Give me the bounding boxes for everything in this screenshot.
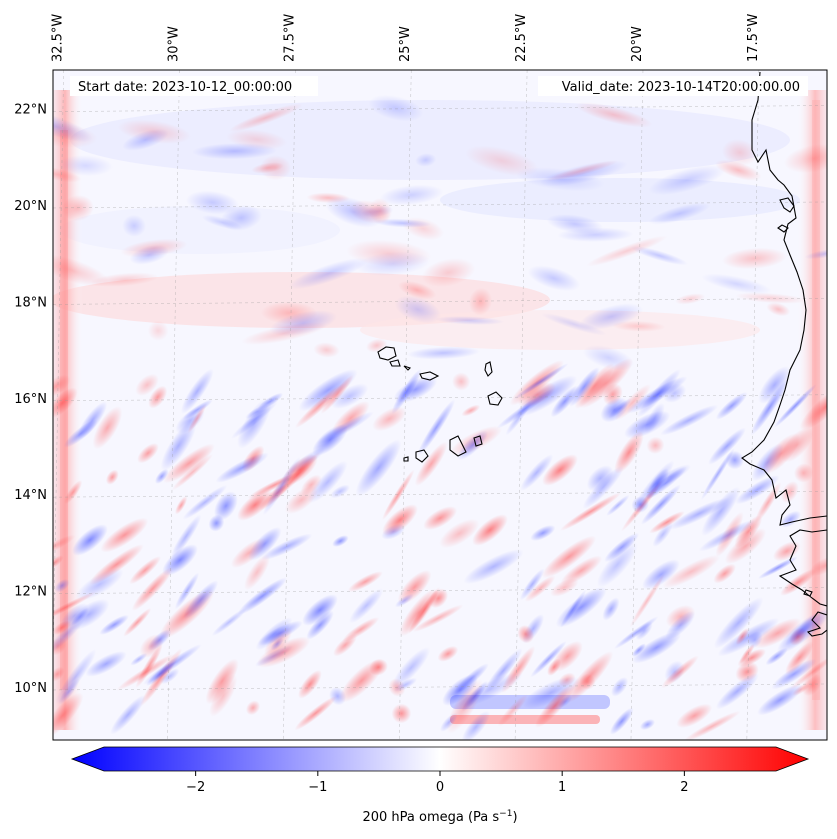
gridline-lon-1 (167, 70, 180, 740)
colorbar-ticks: −2 −1 0 1 2 (186, 771, 689, 795)
valid-date-bg (538, 76, 808, 96)
lat-tick-label-5: 12°N (14, 585, 47, 600)
lon-tick-label-3: 25°W (398, 26, 413, 62)
colorbar-tick-label-3: 1 (558, 780, 566, 795)
start-date-bg (70, 76, 318, 96)
colorbar-tick-label-0: −2 (186, 780, 205, 795)
coast-islet-3 (803, 589, 813, 597)
colorbar-bar (70, 746, 810, 772)
gridline-lon-3 (398, 70, 412, 740)
maio-island (473, 435, 483, 447)
lat-tick-label-1: 20°N (14, 199, 47, 214)
gridline-lon-4 (514, 70, 528, 740)
gridline-lon-2 (283, 70, 296, 740)
lon-tick-label-4: 22.5°W (514, 14, 529, 62)
sao-vicente-island (389, 359, 401, 367)
guinea-coastline (806, 611, 827, 637)
start-date-label: Start date: 2023-10-12_00:00:00 (78, 80, 292, 95)
longitude-ticks: 32.5°W 30°W 27.5°W 25°W 22.5°W 20°W 17.5°W (51, 14, 761, 62)
colorbar-label-main: 200 hPa omega (Pa s (362, 810, 499, 825)
santo-antao-island (377, 346, 397, 361)
santa-luzia-island (403, 365, 412, 371)
sal-island (484, 361, 493, 377)
sao-nicolau-island (419, 371, 440, 381)
santiago-island (449, 435, 467, 457)
lat-tick-label-6: 10°N (14, 681, 47, 696)
gridline-lon-5 (630, 70, 644, 740)
lon-tick-label-0: 32.5°W (51, 14, 66, 62)
colorbar-label: 200 hPa omega (Pa s−1) (362, 809, 517, 825)
colorbar-tick-label-2: 0 (436, 780, 444, 795)
cape-verde-islands (377, 346, 503, 463)
map-panel: Start date: 2023-10-12_00:00:00 Valid_da… (52, 69, 828, 741)
gridlines (53, 70, 827, 740)
lon-tick-label-6: 17.5°W (746, 14, 761, 62)
lat-tick-label-2: 18°N (14, 295, 47, 310)
omega-field (53, 70, 827, 740)
latitude-ticks: 22°N 20°N 18°N 16°N 14°N 12°N 10°N (14, 103, 47, 696)
map-frame (52, 69, 828, 741)
coastlines (741, 71, 827, 637)
valid-date-label: Valid_date: 2023-10-14T20:00:00.00 (562, 80, 800, 95)
coast-islet (779, 197, 795, 213)
gridline-lon-6 (746, 70, 760, 740)
fogo-island (415, 449, 429, 463)
lon-tick-label-2: 27.5°W (282, 14, 297, 62)
coast-islet-2 (777, 224, 789, 233)
colorbar-label-exp: −1 (499, 809, 512, 819)
africa-coastline (741, 71, 827, 526)
colorbar-tick-label-4: 2 (680, 780, 688, 795)
lat-tick-label-3: 16°N (14, 392, 47, 407)
gridline-lon-0 (53, 70, 64, 678)
lon-tick-label-5: 20°W (630, 26, 645, 62)
lat-tick-label-0: 22°N (14, 103, 47, 118)
lat-tick-label-4: 14°N (14, 488, 47, 503)
colorbar: −2 −1 0 1 2 200 hPa omega (Pa s−1) (70, 746, 810, 825)
senegal-coastline (778, 529, 827, 607)
brava-island (403, 456, 409, 462)
colorbar-label-end: ) (512, 810, 517, 825)
boa-vista-island (487, 391, 503, 406)
colorbar-tick-label-1: −1 (308, 780, 327, 795)
lon-tick-label-1: 30°W (167, 26, 182, 62)
